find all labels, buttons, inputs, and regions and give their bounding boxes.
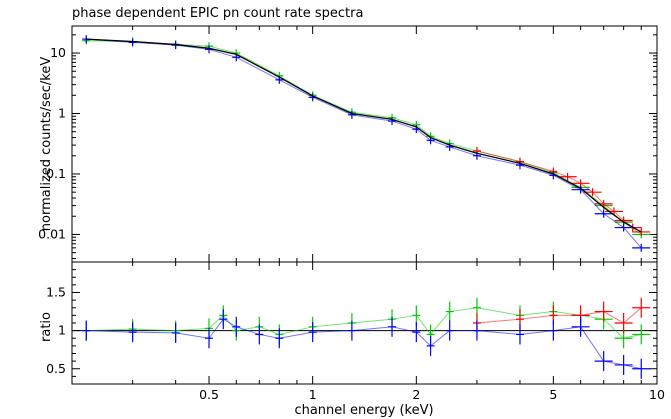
series-trace (86, 307, 642, 339)
x-axis-title: channel energy (keV) (294, 403, 433, 418)
x-tick-label: 1 (309, 387, 317, 402)
ratio-frame (71, 261, 658, 385)
series-trace (476, 150, 642, 233)
y-tick-label: 0.1 (46, 166, 66, 181)
series-trace (86, 38, 642, 249)
series-2 (82, 309, 651, 379)
series-1 (472, 297, 651, 333)
series-trace (86, 40, 642, 235)
x-tick-label: 5 (549, 387, 557, 402)
x-tick-label: 10 (649, 387, 665, 402)
y-tick-label: 1 (58, 323, 66, 338)
y-tick-label: 1.5 (46, 285, 66, 300)
chart-title: phase dependent EPIC pn count rate spect… (72, 6, 363, 21)
series-trace (86, 318, 642, 370)
spectrum-panel: 10 1 0.1 0.01 (38, 25, 658, 263)
y-tick-label: 0.5 (46, 361, 66, 376)
series-1 (472, 146, 651, 236)
series-0 (82, 36, 651, 239)
spectrum-frame (71, 25, 658, 263)
y-axis-title-spectrum: normalized counts/sec/keV (39, 57, 54, 232)
x-tick-label: 0.5 (199, 387, 219, 402)
y-axis-title-ratio: ratio (39, 312, 54, 342)
series-0 (82, 297, 651, 349)
x-tick-label: 2 (412, 387, 420, 402)
model-line (86, 38, 642, 233)
ratio-panel: 0.5 1 1.5 0.5 1 2 5 10 (46, 261, 665, 402)
y-tick-label: 0.01 (38, 226, 66, 241)
series-trace (476, 307, 642, 324)
y-tick-label: 1 (58, 106, 66, 121)
series-2 (82, 35, 651, 252)
y-tick-label: 10 (50, 45, 66, 60)
